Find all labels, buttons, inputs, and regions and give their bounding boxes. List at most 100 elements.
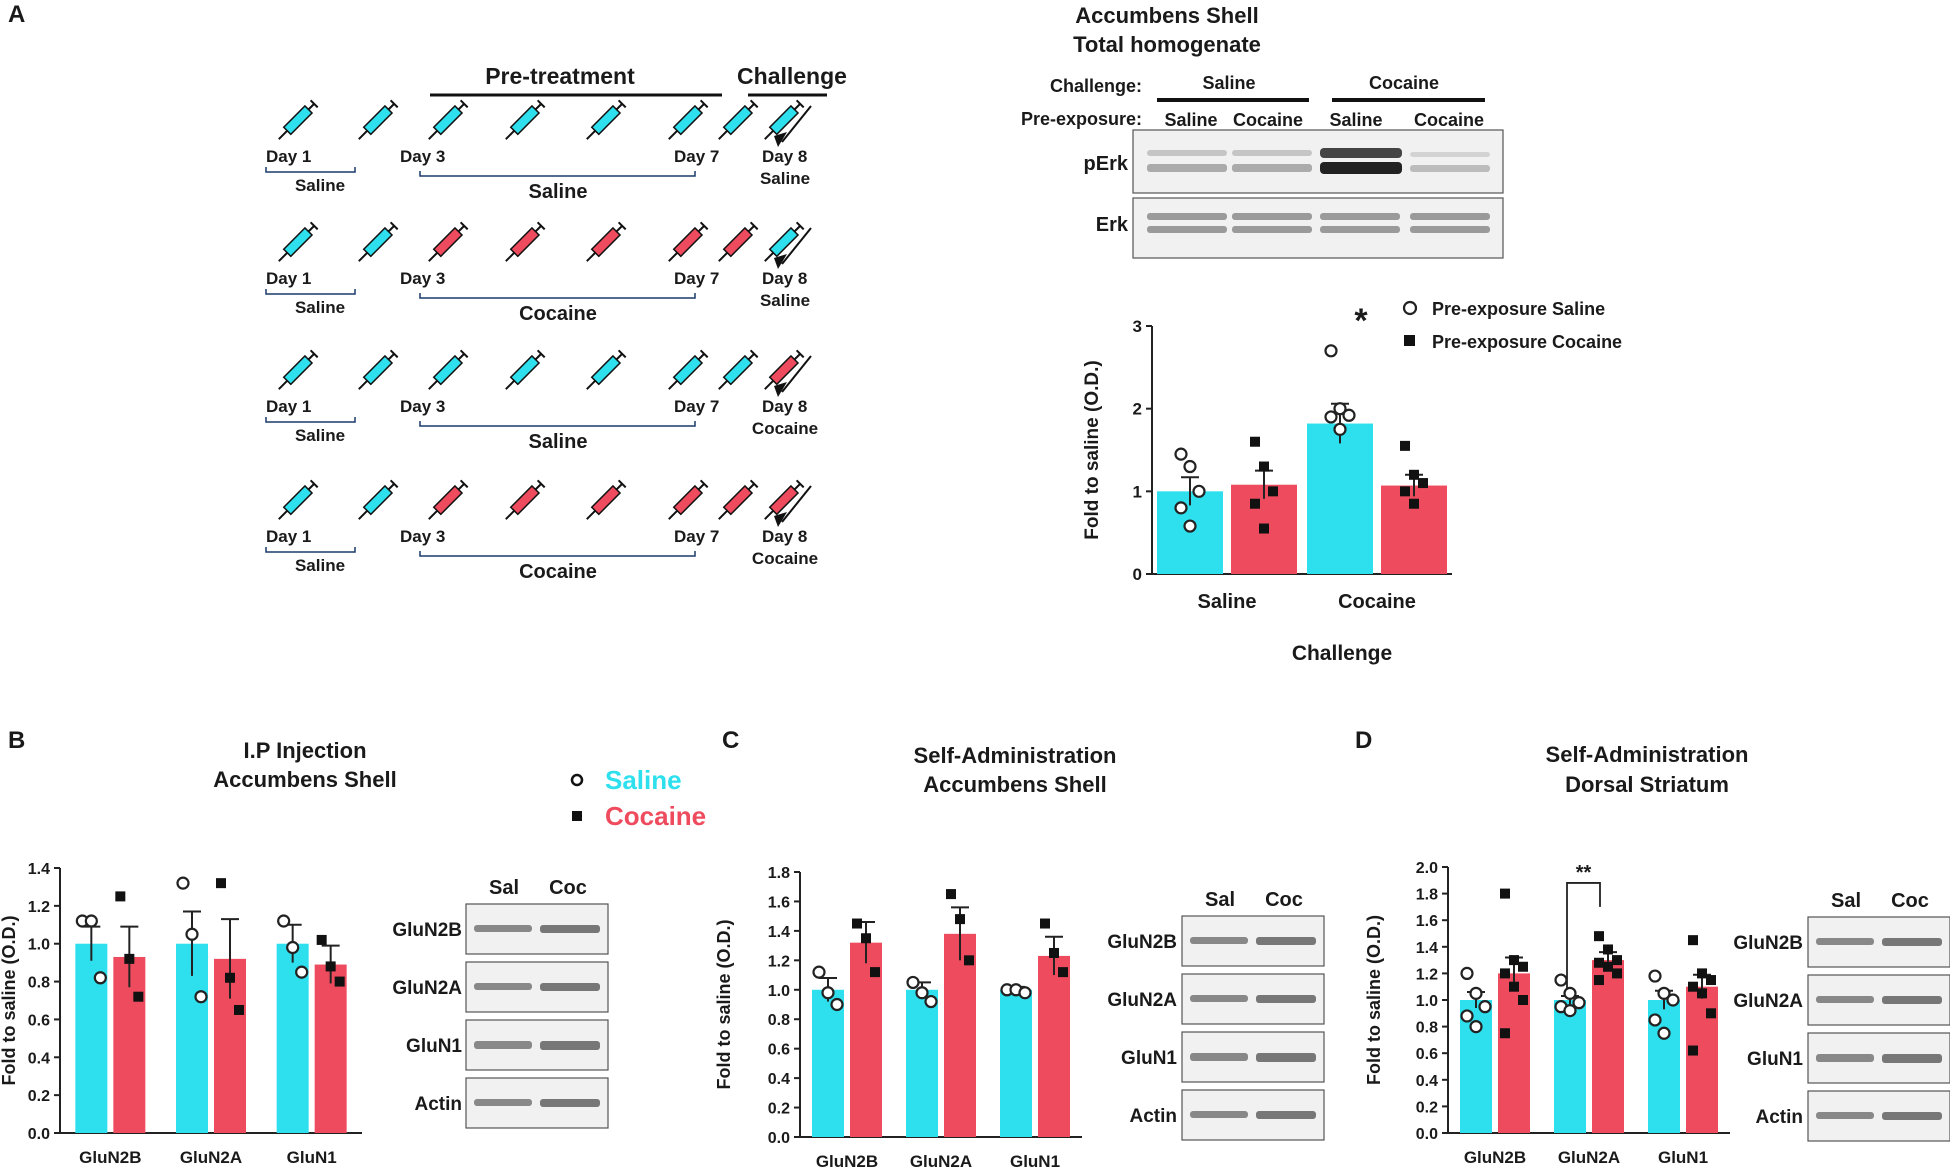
syringe-needle bbox=[586, 510, 596, 520]
blot-a-lane-3: Saline bbox=[1329, 110, 1382, 130]
data-point bbox=[946, 889, 956, 900]
y-tick-label: 0 bbox=[1133, 565, 1142, 584]
syringe-barrel bbox=[362, 484, 394, 516]
legend-saline-label: Saline bbox=[605, 765, 682, 795]
syringe-barrel bbox=[672, 354, 704, 386]
syringe-needle bbox=[278, 380, 288, 390]
pretreatment-bracket-label: Saline bbox=[529, 181, 588, 203]
y-tick-label: 0.0 bbox=[28, 1126, 50, 1143]
schedule-row: Day 1 Day 3 Day 7 Day 8 Cocaine Saline Saline bbox=[265, 349, 818, 453]
syringe-plunger bbox=[747, 103, 755, 111]
syringe-plunger-end bbox=[795, 349, 805, 359]
syringe-needle bbox=[358, 130, 368, 140]
data-point bbox=[964, 955, 974, 966]
syringe-needle bbox=[505, 252, 515, 262]
day7-label: Day 7 bbox=[674, 397, 719, 416]
syringe-plunger-end bbox=[795, 99, 805, 109]
syringe-needle bbox=[718, 252, 728, 262]
syringe-plunger bbox=[307, 483, 315, 491]
syringe-plunger bbox=[615, 483, 623, 491]
syringe-needle bbox=[764, 380, 774, 390]
syringe-plunger bbox=[457, 225, 465, 233]
syringe-plunger bbox=[307, 225, 315, 233]
panel-c-title-line2: Accumbens Shell bbox=[923, 772, 1106, 797]
band bbox=[474, 1041, 532, 1049]
syringe-icon bbox=[278, 479, 319, 520]
data-point bbox=[1174, 447, 1188, 461]
panel-label-d: D bbox=[1355, 727, 1372, 754]
syringe-icon bbox=[764, 349, 805, 390]
syringe-plunger bbox=[387, 353, 395, 361]
data-point bbox=[1688, 981, 1698, 992]
bar bbox=[944, 933, 976, 1137]
data-point bbox=[277, 914, 291, 928]
bar bbox=[1307, 423, 1373, 574]
syringe-plunger bbox=[387, 225, 395, 233]
saline-bracket-label: Saline bbox=[295, 556, 345, 575]
blot-row-label: Actin bbox=[1756, 1107, 1804, 1128]
blot-row-label: GluN1 bbox=[1747, 1049, 1803, 1070]
blot-row-label: GluN1 bbox=[1121, 1048, 1177, 1069]
band bbox=[1147, 164, 1227, 172]
band bbox=[1320, 162, 1402, 174]
pretreatment-bracket-label: Saline bbox=[529, 431, 588, 453]
syringe-icon bbox=[718, 479, 759, 520]
pretreatment-bracket bbox=[419, 293, 696, 299]
syringe-plunger bbox=[457, 483, 465, 491]
data-point bbox=[225, 972, 235, 983]
syringe-icon bbox=[668, 221, 709, 262]
data-point bbox=[1603, 961, 1613, 972]
syringe-plunger-end bbox=[617, 349, 627, 359]
blot-a-erk-bands bbox=[1147, 213, 1490, 233]
data-point bbox=[1058, 967, 1068, 978]
syringe-plunger-end bbox=[536, 99, 546, 109]
syringe-needle bbox=[668, 252, 678, 262]
bar bbox=[906, 989, 938, 1137]
syringe-icon bbox=[668, 479, 709, 520]
significance-marker: * bbox=[1354, 302, 1368, 340]
syringe-plunger bbox=[534, 103, 542, 111]
syringe-barrel bbox=[362, 354, 394, 386]
data-point bbox=[1460, 966, 1474, 981]
y-tick-label: 0.2 bbox=[768, 1101, 790, 1118]
x-category-label: GluN2B bbox=[79, 1148, 141, 1167]
data-point bbox=[1594, 931, 1604, 942]
data-point bbox=[1409, 469, 1419, 480]
x-category-label: GluN2A bbox=[180, 1148, 242, 1167]
syringe-barrel bbox=[768, 484, 800, 516]
data-point bbox=[1518, 995, 1528, 1005]
data-point bbox=[830, 997, 844, 1012]
panel-c-title-line1: Self-Administration bbox=[914, 743, 1117, 768]
syringe-plunger bbox=[697, 225, 705, 233]
day1-label: Day 1 bbox=[266, 269, 311, 288]
legend-saline-marker bbox=[570, 773, 584, 787]
data-point bbox=[1657, 986, 1671, 1000]
band bbox=[1232, 164, 1312, 172]
day8-label: Day 8 bbox=[762, 147, 807, 166]
legend-cocaine-label: Cocaine bbox=[605, 801, 706, 831]
data-point bbox=[1040, 918, 1050, 929]
data-point bbox=[1400, 486, 1410, 497]
syringe-barrel bbox=[590, 104, 622, 136]
blot-row-label: GluN2A bbox=[1733, 991, 1803, 1012]
saline-bracket-label: Saline bbox=[295, 298, 345, 317]
day7-label: Day 7 bbox=[674, 147, 719, 166]
syringe-needle bbox=[718, 510, 728, 520]
syringe-barrel bbox=[282, 104, 314, 136]
blot-b: Sal Coc GluN2B GluN2A GluN1 Actin bbox=[392, 877, 609, 1129]
y-tick-label: 2.0 bbox=[1416, 860, 1438, 877]
data-point bbox=[1183, 519, 1197, 533]
syringe-needle bbox=[278, 252, 288, 262]
data-point bbox=[295, 965, 309, 979]
data-point bbox=[955, 914, 965, 925]
challenge-drug-label: Cocaine bbox=[752, 419, 818, 438]
syringe-plunger bbox=[697, 103, 705, 111]
y-tick-label: 0.4 bbox=[768, 1071, 790, 1088]
band bbox=[1882, 938, 1942, 946]
panel-label-b: B bbox=[8, 727, 25, 754]
y-tick-label: 1.6 bbox=[768, 894, 790, 911]
blot-a-group-cocaine: Cocaine bbox=[1369, 73, 1439, 93]
syringe-plunger-end bbox=[699, 221, 709, 231]
syringe-barrel bbox=[768, 354, 800, 386]
x-category-label: GluN2A bbox=[1558, 1148, 1620, 1167]
